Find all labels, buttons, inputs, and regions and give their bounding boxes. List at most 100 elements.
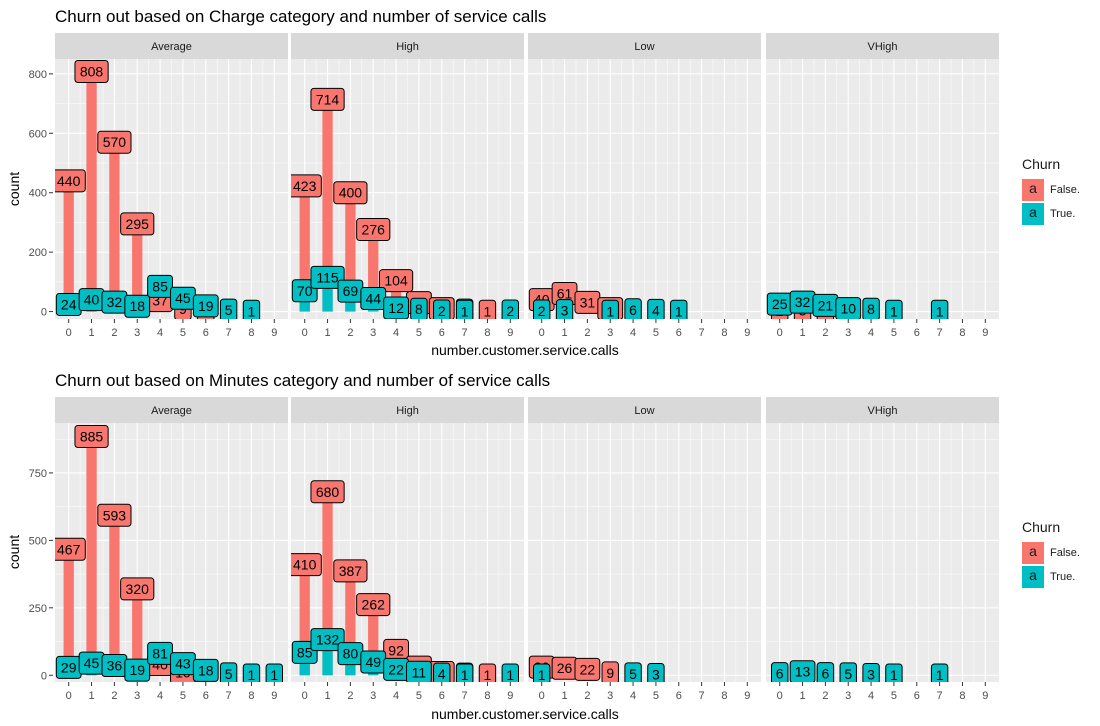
x-tick-label: 1: [324, 327, 330, 339]
bar-false: [109, 142, 120, 312]
data-label-box: [501, 663, 519, 682]
data-label-false: 410: [291, 553, 322, 577]
bar-false: [345, 192, 356, 312]
data-label-false: 31: [574, 290, 601, 314]
data-label-true: 13: [789, 660, 816, 682]
data-label-text: 2: [538, 303, 546, 319]
data-label-text: 5: [629, 666, 637, 682]
bar-true: [322, 277, 333, 312]
data-label-text: 1: [484, 667, 492, 683]
x-axis-label: number.customer.service.calls: [431, 706, 619, 722]
data-label-text: 410: [293, 557, 317, 573]
data-label-box: [624, 298, 642, 319]
legend-key-glyph: a: [1029, 567, 1037, 583]
y-tick-label: 750: [29, 468, 47, 480]
bar-false: [299, 185, 310, 312]
data-label-true: 1: [885, 663, 903, 682]
data-label-box: [124, 294, 151, 318]
data-label-true: 18: [124, 294, 151, 318]
data-label-false: 467: [55, 537, 86, 561]
bar-false: [63, 180, 74, 312]
x-tick-label: 6: [439, 327, 445, 339]
data-label-false: 885: [74, 424, 109, 448]
legend-key-true: a: [1022, 566, 1044, 588]
data-label-box: [383, 296, 409, 319]
legend-key-true: a: [1022, 203, 1044, 225]
facet-strip-label: Average: [151, 405, 192, 417]
data-label-text: 6: [629, 302, 637, 318]
x-tick-label: 8: [484, 327, 490, 339]
data-label-text: 43: [175, 656, 191, 672]
data-label-true: 1: [455, 663, 474, 682]
data-label-text: 593: [103, 507, 127, 523]
bar-false: [109, 515, 120, 676]
data-label-false: 295: [120, 212, 155, 236]
data-label-false: 104: [378, 269, 414, 293]
data-label-true: 115: [310, 265, 345, 289]
data-label-box: [192, 294, 219, 318]
data-label-box: [242, 299, 261, 319]
x-tick-label: 2: [584, 327, 590, 339]
data-label-true: 19: [192, 294, 219, 318]
data-label-text: 44: [365, 290, 381, 306]
data-label-text: 3: [561, 303, 569, 319]
data-label-true: 3: [862, 662, 880, 682]
data-label-true: 1: [533, 663, 551, 682]
legend-charge: Churn a False. a True.: [1022, 156, 1080, 226]
data-label-false: 714: [310, 87, 345, 111]
data-label-false: 320: [120, 577, 155, 601]
data-label-text: 18: [198, 662, 214, 678]
data-label-false: 400: [333, 181, 368, 205]
x-tick-label: 0: [539, 690, 545, 702]
x-tick-label: 7: [462, 690, 468, 702]
bar-false: [322, 99, 333, 312]
data-label-text: 26: [557, 660, 573, 676]
panel-marks: 4678855933204010329453619814318511: [55, 424, 283, 683]
x-tick-label: 3: [370, 327, 376, 339]
y-tick-label: 200: [29, 247, 47, 259]
x-tick-label: 5: [416, 327, 422, 339]
data-label-text: 295: [126, 216, 150, 232]
data-label-false: 423: [291, 174, 322, 198]
legend-key-glyph: a: [1029, 204, 1037, 220]
x-tick-label: 8: [721, 690, 727, 702]
facet-panel-high: High012345678942371440027610430105170115…: [291, 33, 524, 339]
data-label-text: 19: [129, 662, 145, 678]
data-label-text: 2: [438, 303, 446, 319]
data-label-text: 1: [270, 667, 278, 683]
data-label-text: 92: [388, 642, 404, 658]
x-tick-label: 0: [302, 690, 308, 702]
data-label-box: [647, 662, 665, 682]
x-tick-label: 3: [607, 690, 613, 702]
legend-key-false: a: [1022, 179, 1044, 201]
bar-false: [86, 71, 97, 312]
bar-false: [299, 564, 310, 676]
data-label-box: [406, 660, 432, 682]
x-tick-label: 0: [302, 327, 308, 339]
data-label-text: 18: [129, 298, 145, 314]
data-label-box: [930, 663, 949, 682]
x-tick-label: 5: [416, 690, 422, 702]
data-label-true: 45: [78, 651, 105, 675]
x-tick-label: 9: [744, 327, 750, 339]
data-label-true: 1: [930, 663, 949, 682]
x-tick-label: 5: [891, 690, 897, 702]
y-tick-label: 800: [29, 69, 47, 81]
chart-title: Churn out based on Minutes category and …: [55, 371, 550, 390]
x-tick-label: 4: [630, 327, 636, 339]
data-label-box: [356, 593, 391, 617]
x-tick-label: 5: [653, 690, 659, 702]
data-label-box: [930, 299, 949, 319]
x-tick-label: 5: [891, 327, 897, 339]
x-tick-label: 9: [271, 327, 277, 339]
x-tick-label: 1: [88, 327, 94, 339]
data-label-text: 680: [316, 484, 340, 500]
x-tick-label: 0: [777, 327, 783, 339]
y-tick-label: 500: [29, 535, 47, 547]
data-label-true: 3: [647, 662, 665, 682]
data-label-text: 19: [198, 298, 214, 314]
panel-marks: 11161365311: [771, 660, 949, 682]
x-tick-label: 8: [484, 690, 490, 702]
